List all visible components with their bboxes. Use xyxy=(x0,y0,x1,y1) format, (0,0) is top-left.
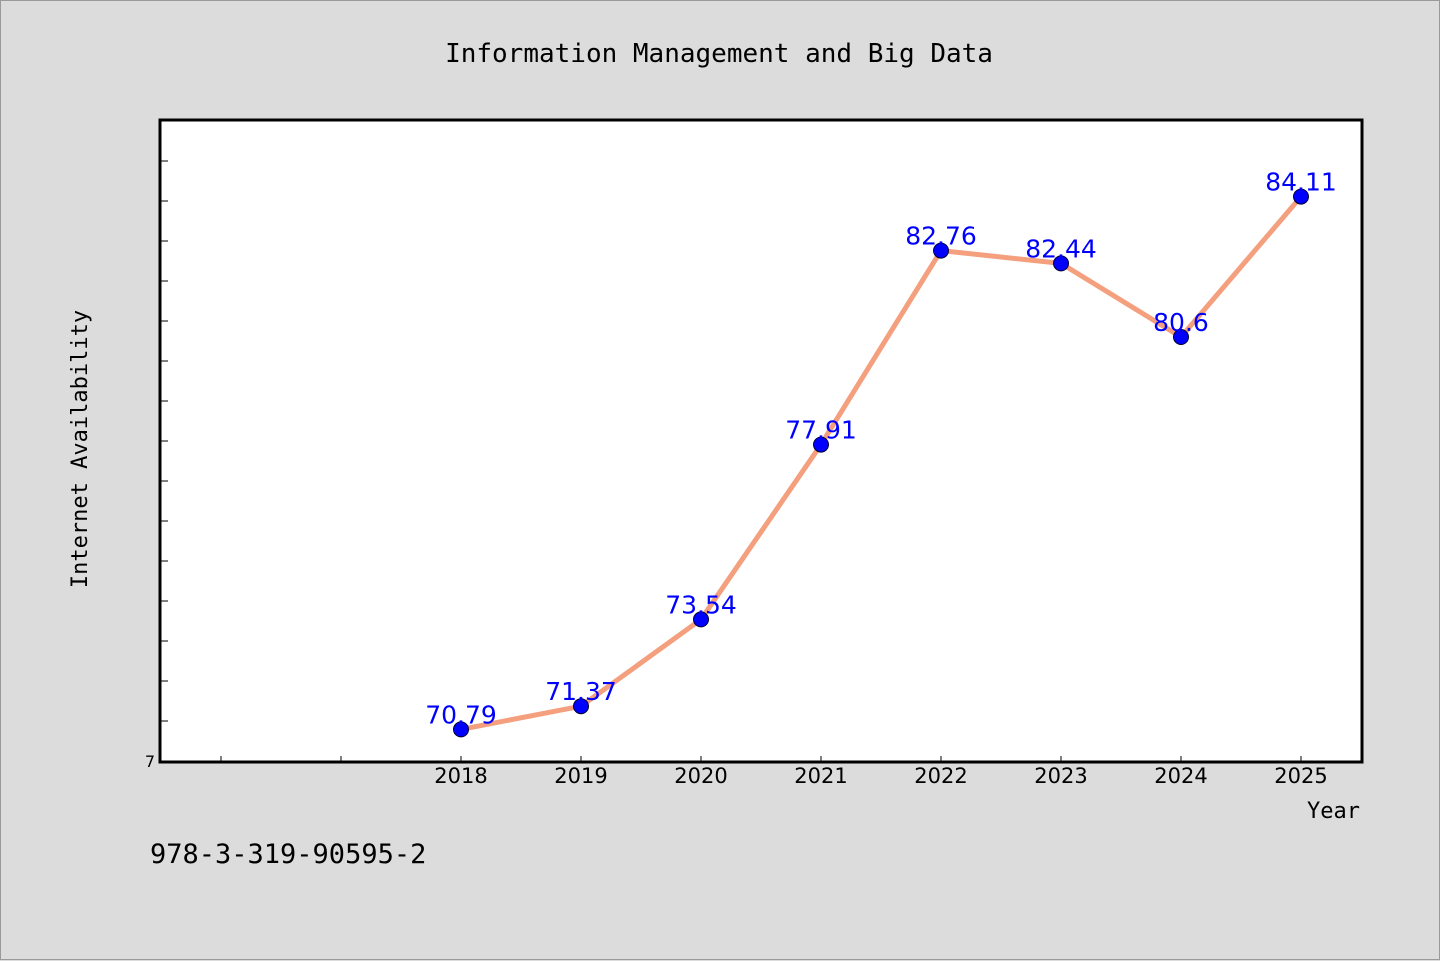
data-point xyxy=(453,721,469,738)
x-axis-tick-labels: 2018 2019 2020 2021 2022 2023 2024 2025 xyxy=(434,764,1327,788)
x-tick-label: 2020 xyxy=(674,764,727,788)
x-tick-label: 2021 xyxy=(794,764,847,788)
x-axis-ticks xyxy=(220,756,1302,761)
data-label: 80.6 xyxy=(1153,308,1209,337)
data-point xyxy=(1173,329,1189,345)
plot-area xyxy=(158,118,1364,764)
data-point xyxy=(693,611,709,628)
data-label: 73.54 xyxy=(665,590,737,619)
data-point xyxy=(573,698,589,715)
x-tick-label: 2023 xyxy=(1034,764,1087,788)
data-label: 84.11 xyxy=(1265,168,1337,197)
data-point xyxy=(1053,255,1069,272)
data-label: 77.91 xyxy=(785,416,857,445)
x-tick-label: 2025 xyxy=(1274,764,1327,788)
data-labels: 70.79 71.37 73.54 77.91 82.76 82.44 80.6 84.11 xyxy=(425,168,1337,730)
data-point xyxy=(1293,188,1309,205)
data-label: 71.37 xyxy=(545,677,617,706)
data-point xyxy=(813,436,829,453)
x-tick-label: 2019 xyxy=(554,764,607,788)
x-tick-label: 2024 xyxy=(1154,764,1207,788)
chart-title: Information Management and Big Data xyxy=(445,39,993,69)
series-line xyxy=(458,194,1304,732)
x-tick-label: 2022 xyxy=(914,764,967,788)
footnote-isbn: 978-3-319-90595-2 xyxy=(150,839,426,870)
data-markers xyxy=(453,188,1309,738)
data-label: 82.44 xyxy=(1025,234,1097,263)
x-axis-label: Year xyxy=(1307,799,1360,824)
data-label: 70.79 xyxy=(425,700,497,729)
y-axis-ticks xyxy=(161,160,168,722)
data-label: 82.76 xyxy=(905,222,977,251)
x-tick-label: 2018 xyxy=(434,764,487,788)
y-axis-tick-labels: 7 xyxy=(145,752,155,771)
data-point xyxy=(933,242,949,259)
y-axis-label: Internet Availability xyxy=(68,310,93,588)
y-tick-label: 7 xyxy=(145,752,155,771)
